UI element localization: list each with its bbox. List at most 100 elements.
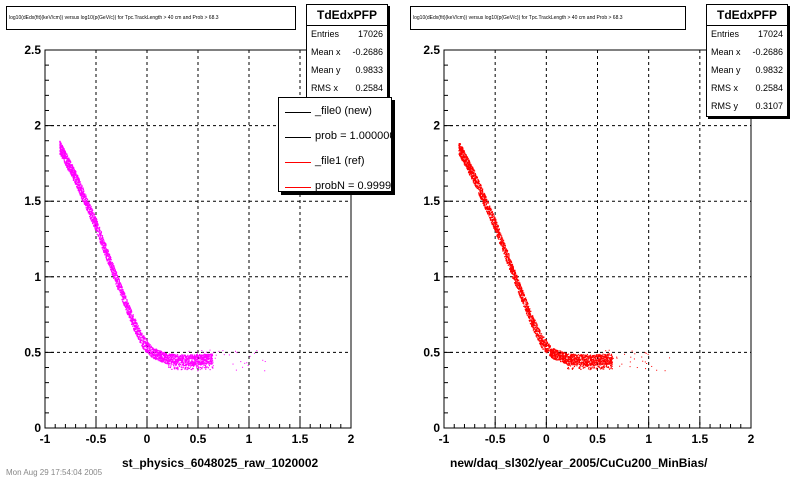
data-point xyxy=(135,327,137,329)
data-point xyxy=(580,355,582,357)
data-point xyxy=(170,360,172,362)
data-point xyxy=(139,339,141,341)
data-point xyxy=(126,302,128,304)
data-point xyxy=(560,358,562,360)
data-point xyxy=(182,358,184,360)
data-point xyxy=(107,255,109,258)
data-point xyxy=(147,343,149,345)
data-point xyxy=(169,360,171,362)
data-point xyxy=(179,358,181,360)
data-point xyxy=(505,249,507,251)
data-point xyxy=(465,155,467,157)
data-point xyxy=(120,285,122,288)
data-point xyxy=(143,345,145,347)
data-point xyxy=(120,286,122,289)
data-point xyxy=(201,357,203,359)
data-point xyxy=(168,359,170,361)
data-point xyxy=(70,173,72,175)
data-point xyxy=(586,354,588,357)
data-point xyxy=(207,353,209,355)
data-point xyxy=(525,307,527,309)
data-point xyxy=(475,185,477,188)
data-point xyxy=(122,297,124,299)
data-point xyxy=(605,360,607,362)
data-point xyxy=(516,277,518,280)
data-point xyxy=(212,367,214,369)
data-point xyxy=(96,221,98,223)
data-point xyxy=(64,157,66,160)
data-point xyxy=(488,213,490,215)
data-point xyxy=(126,307,128,309)
data-point xyxy=(191,357,193,360)
data-point xyxy=(472,169,474,172)
data-point xyxy=(562,351,564,354)
data-point xyxy=(93,214,95,216)
data-point xyxy=(97,223,99,225)
data-point xyxy=(135,328,137,330)
data-point xyxy=(111,274,113,276)
data-point xyxy=(158,357,160,359)
data-point xyxy=(528,317,530,320)
data-point xyxy=(206,362,208,364)
data-point xyxy=(607,354,609,356)
data-point xyxy=(503,245,505,247)
data-point xyxy=(228,354,230,356)
data-point xyxy=(115,273,117,275)
data-point xyxy=(91,213,93,215)
data-point xyxy=(596,355,598,357)
data-point xyxy=(493,226,496,228)
data-point xyxy=(115,283,117,285)
data-point xyxy=(557,354,560,356)
data-point xyxy=(167,359,170,361)
data-point xyxy=(514,272,517,274)
data-point xyxy=(148,343,150,345)
data-point xyxy=(527,308,530,310)
data-point xyxy=(170,354,172,356)
data-point xyxy=(538,340,540,342)
data-point xyxy=(149,349,151,351)
data-point xyxy=(563,355,565,357)
data-point xyxy=(124,293,126,295)
data-point xyxy=(574,353,576,356)
data-point xyxy=(567,366,569,369)
data-point xyxy=(104,244,106,246)
data-point xyxy=(514,272,517,275)
data-point xyxy=(470,171,472,174)
data-point xyxy=(557,358,559,361)
data-point xyxy=(175,354,177,357)
data-point xyxy=(524,298,527,300)
data-point xyxy=(190,355,192,357)
left-x-axis-title: st_physics_6048025_raw_1020002 xyxy=(122,456,319,470)
data-point xyxy=(512,265,514,268)
data-point xyxy=(130,323,133,325)
data-point xyxy=(158,356,160,358)
data-point xyxy=(196,360,199,362)
data-point xyxy=(463,162,466,165)
data-point xyxy=(565,355,567,357)
data-point xyxy=(133,327,135,329)
data-point xyxy=(553,350,555,353)
data-point xyxy=(113,268,115,270)
data-point xyxy=(519,284,521,287)
data-point xyxy=(207,357,209,359)
legend-line-icon xyxy=(285,112,311,113)
data-point xyxy=(80,186,83,189)
data-point xyxy=(212,365,214,367)
data-point xyxy=(487,208,489,210)
data-point xyxy=(102,238,104,240)
data-point xyxy=(470,170,472,172)
data-point xyxy=(188,355,190,357)
data-point xyxy=(92,209,94,211)
data-point xyxy=(134,321,136,323)
data-point xyxy=(524,298,526,300)
data-point xyxy=(523,299,525,301)
data-point xyxy=(538,335,540,337)
data-point xyxy=(197,367,200,369)
data-point xyxy=(587,359,589,361)
data-point xyxy=(571,355,573,358)
data-point xyxy=(570,361,572,363)
data-point xyxy=(179,355,181,358)
data-point xyxy=(240,361,242,363)
data-point xyxy=(468,165,470,167)
data-point xyxy=(525,308,527,311)
